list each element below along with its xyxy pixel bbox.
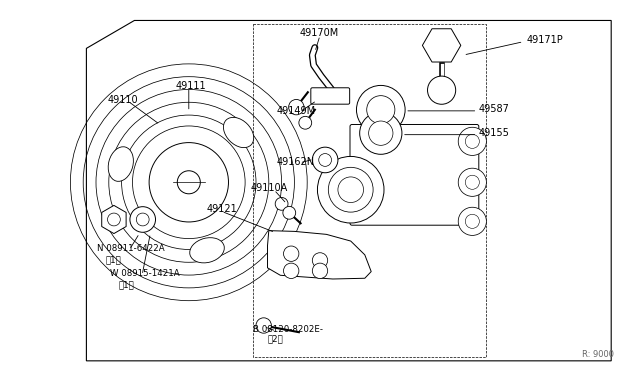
Circle shape (312, 263, 328, 279)
Circle shape (256, 318, 271, 333)
Text: 〈2）: 〈2） (268, 334, 284, 343)
Text: 49111: 49111 (175, 81, 206, 90)
Circle shape (367, 96, 395, 124)
Polygon shape (268, 231, 371, 279)
Circle shape (177, 171, 200, 194)
Text: 49110: 49110 (108, 95, 138, 105)
Circle shape (465, 134, 479, 148)
Text: 49587: 49587 (479, 104, 509, 114)
Text: 49171P: 49171P (526, 35, 563, 45)
Circle shape (319, 154, 332, 166)
Circle shape (136, 213, 149, 226)
Polygon shape (102, 205, 126, 234)
Text: 49162N: 49162N (276, 157, 315, 167)
Circle shape (360, 112, 402, 154)
Circle shape (275, 198, 288, 210)
Circle shape (458, 207, 486, 235)
Circle shape (312, 147, 338, 173)
Text: W 08915-1421A: W 08915-1421A (110, 269, 180, 278)
Circle shape (284, 263, 299, 279)
Text: 〈1）: 〈1） (106, 255, 122, 264)
Circle shape (283, 206, 296, 219)
Ellipse shape (223, 118, 253, 148)
Text: 49149M: 49149M (276, 106, 316, 116)
Circle shape (369, 121, 393, 145)
Text: 49121: 49121 (206, 204, 237, 214)
Circle shape (317, 157, 384, 223)
Text: R: 9000: R: 9000 (582, 350, 614, 359)
FancyBboxPatch shape (350, 125, 479, 225)
Circle shape (458, 168, 486, 196)
Circle shape (338, 177, 364, 202)
Text: 49170M: 49170M (300, 29, 339, 38)
Circle shape (458, 127, 486, 155)
Circle shape (130, 207, 156, 232)
Circle shape (284, 246, 299, 262)
Ellipse shape (108, 147, 133, 181)
Circle shape (328, 167, 373, 212)
Circle shape (312, 253, 328, 268)
Text: 49155: 49155 (479, 128, 509, 138)
Ellipse shape (189, 238, 224, 263)
Circle shape (299, 116, 312, 129)
Polygon shape (422, 29, 461, 62)
Circle shape (465, 175, 479, 189)
FancyBboxPatch shape (311, 88, 349, 104)
Text: N 08911-6422A: N 08911-6422A (97, 244, 165, 253)
Circle shape (428, 76, 456, 104)
Text: B 08120-8202E-: B 08120-8202E- (253, 325, 323, 334)
Circle shape (356, 86, 405, 134)
Circle shape (289, 99, 304, 115)
Circle shape (465, 214, 479, 228)
Text: 〈1）: 〈1） (118, 280, 134, 289)
Text: 49110A: 49110A (251, 183, 288, 193)
